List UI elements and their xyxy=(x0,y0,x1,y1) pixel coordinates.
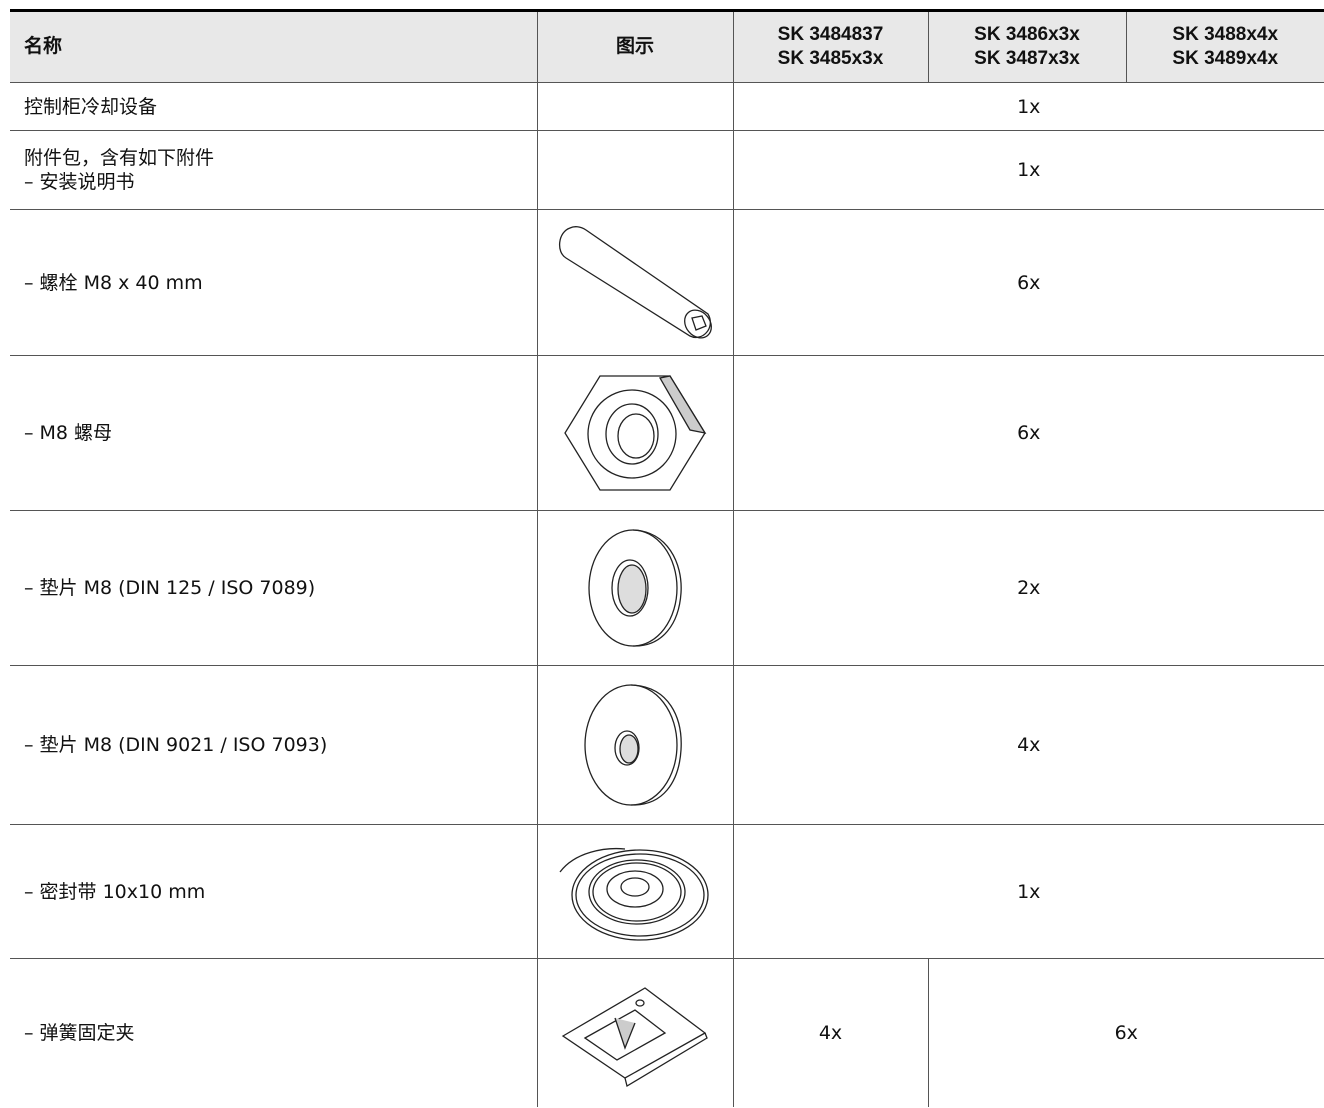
header-line: SK 3485x3x xyxy=(777,48,884,69)
name-cell: – 弹簧固定夹 xyxy=(10,959,537,1107)
image-cell xyxy=(536,824,733,959)
header-cell: SK 3486x3x SK 3487x3x xyxy=(927,10,1126,83)
quantity-cell: 6x xyxy=(732,355,1324,511)
name-line: – 垫片 M8 (DIN 125 / ISO 7089) xyxy=(24,577,316,599)
header-cell: 图示 xyxy=(536,10,733,83)
part-illustration xyxy=(559,847,709,941)
quantity-cell: 4x xyxy=(732,958,928,1107)
name-cell: 控制柜冷却设备 xyxy=(10,82,537,131)
row: – 垫片 M8 (DIN 125 / ISO 7089) 2x xyxy=(10,510,1324,666)
name-cell: – 密封带 10x10 mm xyxy=(10,824,537,959)
quantity-cell: 2x xyxy=(732,510,1324,666)
quantity-cell: 6x xyxy=(732,209,1324,356)
quantity-cell: 4x xyxy=(732,665,1324,825)
header-line: SK 3489x4x xyxy=(1172,48,1279,69)
part-illustration xyxy=(588,529,682,647)
name-line: – 垫片 M8 (DIN 9021 / ISO 7093) xyxy=(24,734,328,756)
name-line: 控制柜冷却设备 xyxy=(24,95,158,118)
quantity-cell: 1x xyxy=(732,130,1324,210)
row: – 垫片 M8 (DIN 9021 / ISO 7093) 4x xyxy=(10,665,1324,825)
part-illustration xyxy=(564,375,707,491)
image-cell xyxy=(536,82,733,131)
part-illustration xyxy=(584,684,682,806)
header-line: SK 3487x3x xyxy=(974,48,1080,69)
row: 附件包，含有如下附件 – 安装说明书 1x xyxy=(10,130,1324,210)
parts-table: 名称 图示 SK 3484837 SK 3485x3x SK 3486x3x SK … xyxy=(10,9,1324,1107)
name-cell: – 垫片 M8 (DIN 125 / ISO 7089) xyxy=(10,510,537,666)
part-illustration xyxy=(559,225,712,338)
header-line: SK 3486x3x xyxy=(974,24,1080,45)
name-line: – 弹簧固定夹 xyxy=(24,1021,135,1044)
image-cell xyxy=(536,355,733,511)
name-line: – M8 螺母 xyxy=(24,422,113,444)
header-line: SK 3488x4x xyxy=(1172,24,1279,45)
header-cell: 名称 xyxy=(10,10,537,83)
image-cell xyxy=(536,510,733,666)
quantity-cell: 1x xyxy=(732,82,1324,131)
name-line: – 螺栓 M8 x 40 mm xyxy=(24,271,203,294)
header-cell: SK 3488x4x SK 3489x4x xyxy=(1125,10,1324,83)
image-cell xyxy=(536,665,733,825)
name-cell: – 垫片 M8 (DIN 9021 / ISO 7093) xyxy=(10,665,537,825)
row: – M8 螺母 6x xyxy=(10,355,1324,511)
row: 控制柜冷却设备 1x xyxy=(10,82,1324,131)
header-row: 名称 图示 SK 3484837 SK 3485x3x SK 3486x3x SK … xyxy=(10,10,1324,83)
image-cell xyxy=(536,958,733,1107)
image-cell xyxy=(536,130,733,210)
row: – 螺栓 M8 x 40 mm 6x xyxy=(10,209,1324,356)
quantity-cell: 1x xyxy=(732,824,1324,959)
row: – 密封带 10x10 mm 1x xyxy=(10,824,1324,959)
name-line: – 密封带 10x10 mm xyxy=(24,880,206,903)
name-cell: 附件包，含有如下附件 – 安装说明书 xyxy=(10,130,537,210)
header-line: SK 3484837 xyxy=(777,24,884,45)
name-line: – 安装说明书 xyxy=(24,171,135,193)
image-cell xyxy=(536,209,733,356)
name-line: 附件包，含有如下附件 xyxy=(24,147,215,169)
row: – 弹簧固定夹 4x 6x xyxy=(10,958,1324,1107)
part-illustration xyxy=(561,986,708,1087)
name-cell: – 螺栓 M8 x 40 mm xyxy=(10,209,537,356)
name-cell: – M8 螺母 xyxy=(10,355,537,511)
header-cell: SK 3484837 SK 3485x3x xyxy=(732,10,928,83)
quantity-cell: 6x xyxy=(927,958,1324,1107)
